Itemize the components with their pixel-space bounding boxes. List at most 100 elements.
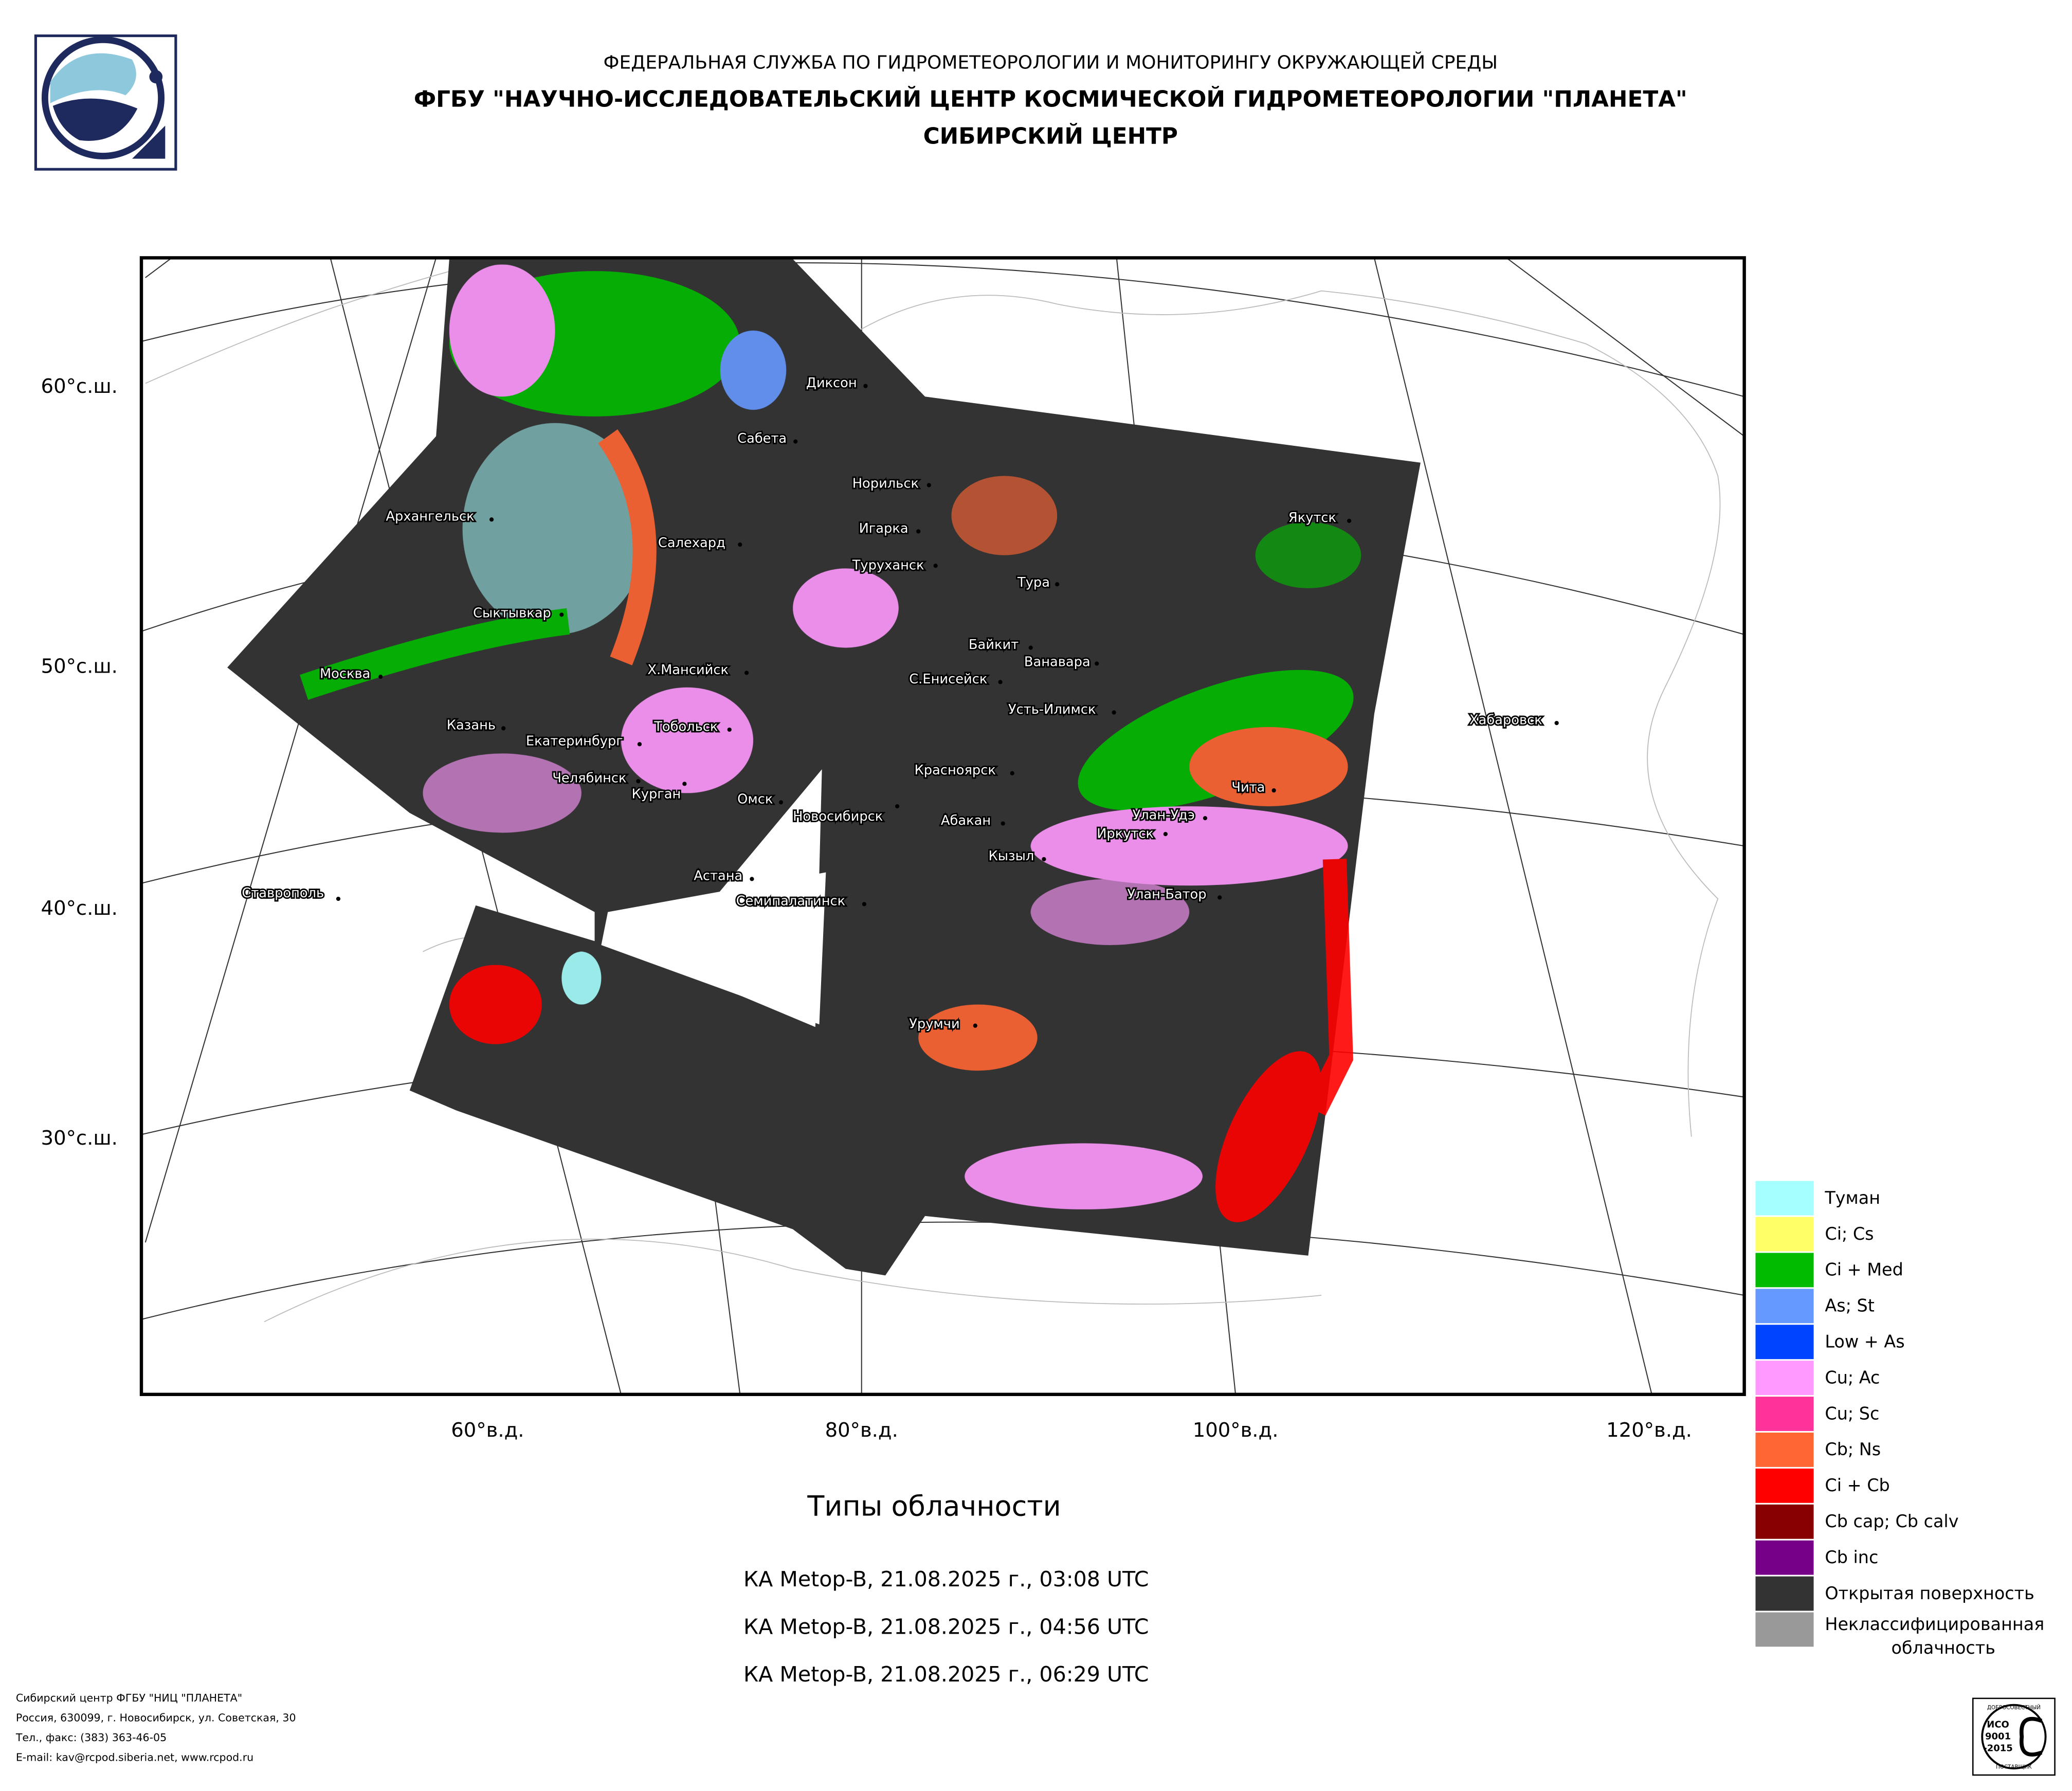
city-dot xyxy=(501,726,506,731)
header: ФЕДЕРАЛЬНАЯ СЛУЖБА ПО ГИДРОМЕТЕОРОЛОГИИ … xyxy=(604,52,1498,74)
footer-line: Россия, 630099, г. Новосибирск, ул. Сове… xyxy=(16,1711,296,1724)
city-dot xyxy=(738,542,742,547)
map: Диксон Сабета Норильск Архангельск Салехард И… xyxy=(141,258,1744,1395)
legend-label: Low + As xyxy=(1825,1331,1904,1351)
city-dot xyxy=(336,896,341,901)
city-dot xyxy=(862,902,866,907)
city-label: Челябинск xyxy=(552,771,626,786)
city-dot xyxy=(636,779,641,784)
legend-label: Cu; Sc xyxy=(1825,1403,1879,1423)
city-label: Казань xyxy=(447,718,496,733)
city-dot xyxy=(1271,788,1276,793)
city-dot xyxy=(682,782,687,786)
lat-label: 40°с.ш. xyxy=(41,897,118,920)
city-label: Диксон xyxy=(806,375,857,391)
city-label: Игарка xyxy=(859,521,908,536)
city-label: Хабаровск xyxy=(1469,712,1542,728)
city-dot xyxy=(863,384,868,388)
legend-label: Cu; Ac xyxy=(1825,1367,1880,1387)
city-dot xyxy=(1010,771,1014,775)
legend-swatch xyxy=(1754,1180,1815,1217)
city-label: Семипалатинск xyxy=(736,894,846,909)
header: СИБИРСКИЙ ЦЕНТР xyxy=(923,122,1178,150)
legend-swatch xyxy=(1754,1287,1815,1325)
pass-line: КА Metop-B, 21.08.2025 г., 03:08 UTC xyxy=(743,1567,1149,1591)
city-dot xyxy=(1554,720,1559,726)
city-label: Екатеринбург xyxy=(526,734,623,749)
city-label: Якутск xyxy=(1288,510,1336,526)
city-label: Х.Мансийск xyxy=(647,662,729,678)
cloud-field xyxy=(300,264,1361,1222)
legend-label: As; St xyxy=(1825,1296,1874,1316)
city-label: Байкит xyxy=(969,637,1019,653)
badge-text: ПОСТАВЩИК xyxy=(1996,1764,2032,1770)
city-dot xyxy=(744,671,749,675)
city-dot xyxy=(1042,857,1046,861)
city-label: Салехард xyxy=(658,535,725,551)
lat-label: 60°с.ш. xyxy=(41,375,118,398)
city-label: Сабета xyxy=(737,431,787,446)
city-label: Омск xyxy=(737,792,773,807)
city-label: Кызыл xyxy=(988,848,1034,864)
legend-label: Ci + Cb xyxy=(1825,1475,1889,1495)
lat-label: 30°с.ш. xyxy=(41,1127,118,1150)
city-label: Сыктывкар xyxy=(473,605,551,621)
pass-line: КА Metop-B, 21.08.2025 г., 06:29 UTC xyxy=(743,1662,1149,1687)
city-dot xyxy=(1112,710,1116,715)
pass-line: КА Metop-B, 21.08.2025 г., 04:56 UTC xyxy=(743,1615,1149,1639)
city-label: Туруханск xyxy=(852,558,924,573)
city-label: Курган xyxy=(632,786,681,802)
city-dot xyxy=(1217,895,1222,900)
map-frame xyxy=(139,256,1746,1396)
legend-swatch xyxy=(1754,1251,1815,1289)
city-dot xyxy=(559,612,564,617)
badge-text: -2015 xyxy=(1983,1743,2013,1754)
city-label: Новосибирск xyxy=(793,809,883,824)
legend-swatch xyxy=(1754,1395,1815,1433)
legend-label: Cb cap; Cb calv xyxy=(1825,1511,1958,1531)
legend-swatch xyxy=(1754,1215,1815,1253)
city-dot xyxy=(489,517,494,522)
legend-label: Cb inc xyxy=(1825,1547,1878,1567)
lon-label: 60°в.д. xyxy=(451,1419,524,1442)
city-dot xyxy=(727,727,732,732)
legend-swatch xyxy=(1754,1503,1815,1541)
city-label: Урумчи xyxy=(909,1017,959,1032)
header: ФГБУ "НАУЧНО-ИССЛЕДОВАТЕЛЬСКИЙ ЦЕНТР КОС… xyxy=(414,85,1687,113)
city-label: Красноярск xyxy=(915,763,996,778)
city-label: Абакан xyxy=(941,813,991,828)
badge-text: ИСО xyxy=(1987,1719,2009,1730)
city-dot xyxy=(793,439,798,444)
city-dot xyxy=(998,680,1003,684)
legend-label: Cb; Ns xyxy=(1825,1439,1881,1459)
city-dot xyxy=(1163,831,1168,837)
city-dot xyxy=(1001,821,1005,826)
lon-label: 120°в.д. xyxy=(1606,1419,1692,1442)
lon-label: 100°в.д. xyxy=(1193,1419,1279,1442)
footer-line: E-mail: kav@rcpod.siberia.net, www.rcpod… xyxy=(16,1751,253,1764)
city-label: Ставрополь xyxy=(242,885,324,901)
legend-swatch xyxy=(1754,1431,1815,1469)
legend-label: Ci + Med xyxy=(1825,1260,1903,1280)
city-dot xyxy=(1203,816,1208,821)
city-label: Улан-Батор xyxy=(1127,887,1206,902)
city-label: Ванавара xyxy=(1024,654,1090,670)
legend-swatch xyxy=(1754,1539,1815,1577)
city-label: Усть-Илимск xyxy=(1008,702,1096,717)
city-label: Москва xyxy=(320,666,370,681)
city-dot xyxy=(778,800,784,805)
legend-swatch xyxy=(1754,1359,1815,1397)
footer-line: Сибирский центр ФГБУ "НИЦ "ПЛАНЕТА" xyxy=(16,1692,242,1704)
city-dot xyxy=(895,804,900,809)
city-dot xyxy=(378,675,383,679)
legend-label: Неклассифицированная облачность xyxy=(1825,1614,2044,1657)
city-label: Улан-Удэ xyxy=(1133,808,1195,823)
city-dot xyxy=(1347,518,1352,523)
city-label: С.Енисейск xyxy=(909,672,987,687)
city-dot xyxy=(1028,645,1033,650)
gap xyxy=(601,872,826,1025)
title: Типы облачности xyxy=(807,1490,1061,1522)
legend-swatch xyxy=(1754,1575,1815,1613)
footer-line: Тел., факс: (383) 363-46-05 xyxy=(15,1731,167,1744)
